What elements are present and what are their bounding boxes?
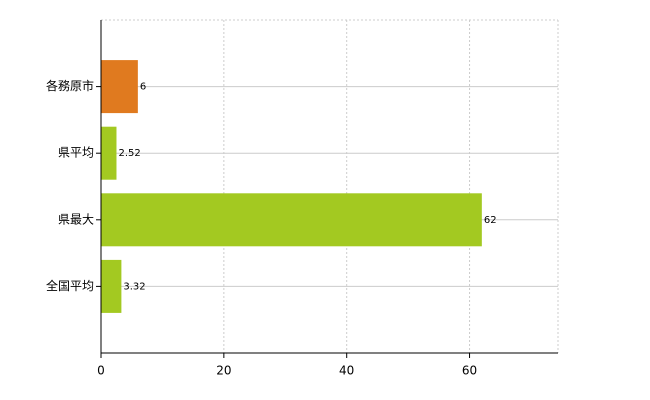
y-tick-label: 県平均 — [58, 146, 94, 160]
y-tick-label: 全国平均 — [46, 278, 94, 293]
x-tick-label: 60 — [462, 364, 477, 378]
bar — [101, 259, 122, 313]
bar — [101, 193, 482, 247]
y-tick-label: 各務原市 — [46, 78, 94, 93]
x-tick-label: 20 — [216, 364, 231, 378]
value-label: 3.32 — [123, 281, 145, 292]
value-label: 6 — [140, 82, 146, 93]
bar — [101, 126, 117, 180]
value-label: 2.52 — [118, 148, 140, 159]
x-tick-label: 0 — [97, 364, 105, 378]
x-tick-label: 40 — [339, 364, 354, 378]
y-tick-label: 県最大 — [58, 212, 94, 226]
value-label: 62 — [484, 215, 497, 226]
bar — [101, 60, 138, 114]
